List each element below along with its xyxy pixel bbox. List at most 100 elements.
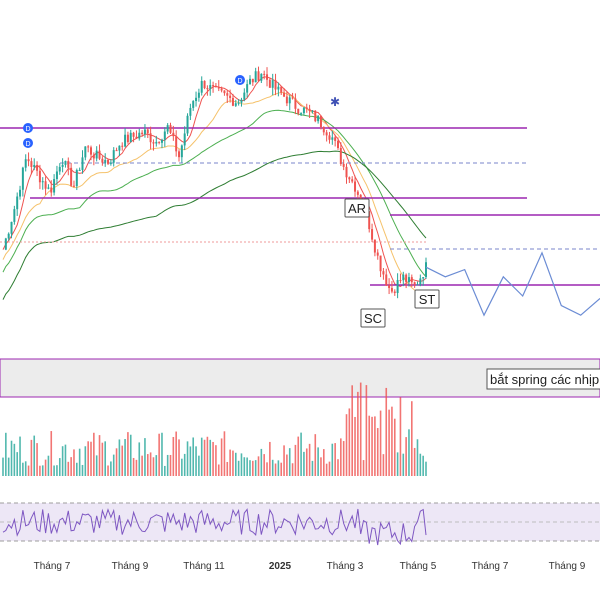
volume-bar	[30, 439, 33, 476]
volume-bar	[266, 462, 268, 476]
volume-bar	[141, 455, 143, 476]
volume-bar	[146, 454, 149, 476]
dividend-marker-label: D	[25, 141, 30, 148]
candle-body	[231, 97, 234, 106]
volume-bar	[320, 457, 322, 476]
candle-body	[197, 92, 200, 98]
volume-bar	[234, 452, 237, 476]
candle-body	[10, 221, 13, 234]
x-tick-label: Tháng 7	[34, 561, 71, 572]
volume-bar	[181, 458, 183, 476]
x-tick-label: Tháng 9	[549, 561, 586, 572]
volume-bar	[16, 452, 18, 476]
volume-bar	[271, 459, 274, 476]
volume-bar	[300, 432, 302, 476]
volume-bar	[47, 455, 50, 476]
candle-body	[254, 71, 257, 83]
volume-bar	[311, 460, 314, 476]
volume-bar	[408, 429, 410, 476]
candle-body	[271, 80, 274, 88]
ma-slow1-line	[2, 109, 427, 277]
volume-bar	[41, 465, 44, 476]
candle-body	[283, 92, 286, 97]
volume-bar	[391, 406, 393, 476]
candle-body	[58, 166, 61, 172]
candle-body	[413, 282, 416, 285]
volume-bar	[237, 460, 240, 476]
candle-body	[331, 137, 334, 140]
dividend-marker-icon	[23, 138, 33, 148]
candle-body	[38, 170, 41, 183]
volume-bar	[58, 458, 61, 476]
candle-body	[132, 132, 135, 137]
candle-body	[4, 238, 7, 250]
volume-bar	[118, 439, 121, 476]
candle-body	[27, 159, 30, 162]
candle-body	[107, 159, 110, 164]
volume-bar	[425, 461, 427, 476]
volume-bar	[178, 439, 180, 476]
volume-bar	[337, 459, 339, 476]
candle-body	[175, 136, 178, 152]
candle-body	[203, 80, 206, 89]
candle-body	[268, 79, 271, 88]
volume-bar	[90, 441, 92, 476]
candle-body	[41, 181, 44, 183]
candle-body	[118, 145, 121, 151]
volume-bar	[10, 440, 13, 476]
candle-body	[416, 284, 419, 286]
volume-bar	[76, 462, 78, 476]
volume-bar	[81, 464, 84, 476]
volume-bar	[124, 439, 126, 476]
volume-bar	[368, 415, 371, 476]
candle-body	[277, 86, 280, 90]
candle-body	[84, 146, 87, 158]
candle-body	[7, 233, 10, 239]
volume-bar	[396, 452, 399, 476]
volume-bar	[183, 453, 186, 476]
volume-bar	[357, 391, 359, 476]
volume-bar	[24, 461, 27, 476]
x-tick-label: 2025	[269, 561, 292, 572]
volume-bar	[220, 438, 223, 476]
candle-body	[212, 85, 215, 87]
volume-bar	[155, 455, 158, 476]
candle-body	[72, 185, 75, 187]
volume-bar	[200, 437, 203, 476]
candle-body	[274, 80, 277, 90]
candle-body	[160, 139, 163, 143]
dividend-marker-icon	[235, 75, 245, 85]
candle-body	[70, 167, 73, 186]
candle-body	[390, 288, 393, 292]
volume-bar	[33, 435, 36, 476]
volume-bar	[345, 414, 348, 476]
candle-body	[16, 196, 19, 210]
volume-bar	[121, 445, 124, 476]
candle-body	[300, 113, 303, 115]
candle-body	[294, 98, 297, 109]
candle-body	[419, 278, 422, 285]
candle-body	[47, 187, 50, 189]
candle-body	[217, 86, 220, 89]
candle-body	[24, 159, 27, 168]
volume-bar	[419, 453, 422, 476]
candle-body	[226, 93, 229, 96]
candle-body	[138, 132, 141, 139]
candle-body	[243, 92, 246, 100]
volume-bar	[217, 464, 220, 476]
volume-bar	[416, 439, 419, 476]
volume-bar	[70, 457, 72, 476]
candle-body	[263, 73, 266, 75]
annotation-st: ST	[414, 289, 440, 309]
candle-body	[266, 74, 269, 80]
volume-bar	[149, 452, 152, 476]
volume-bar	[322, 449, 325, 476]
candle-body	[98, 150, 101, 159]
volume-bar	[388, 409, 390, 476]
x-axis: Tháng 7 Tháng 9 Tháng 11 2025 Tháng 3 Th…	[34, 561, 586, 572]
candle-body	[339, 148, 342, 164]
candle-body	[141, 132, 144, 135]
volume-bar	[5, 432, 7, 476]
volume-bar	[104, 441, 107, 476]
volume-bar	[209, 439, 212, 476]
